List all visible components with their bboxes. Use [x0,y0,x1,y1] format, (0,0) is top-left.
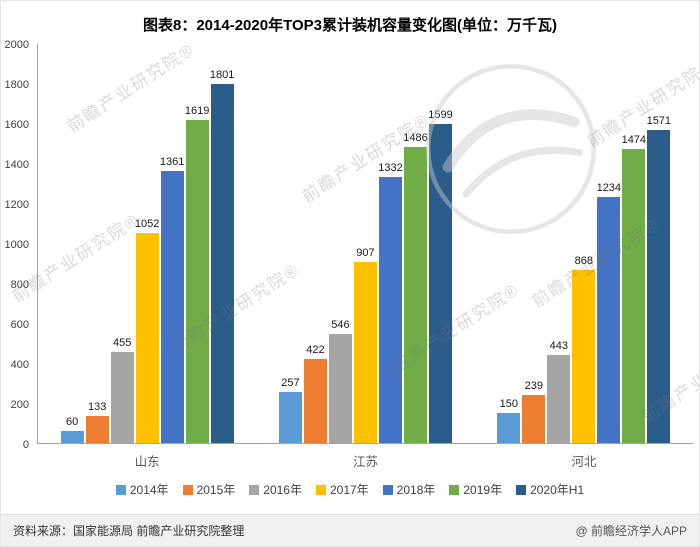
bar-value-label: 1571 [646,114,672,127]
bar-2014年-山东: 60 [60,416,84,443]
legend-item: 2019年 [449,481,502,498]
bar-value-label: 257 [281,376,300,389]
bar-cluster: 60 133 455 1052 1361 1619 1801 [38,44,256,443]
bar-2018年-山东: 1361 [160,156,184,443]
legend-label: 2019年 [463,483,503,497]
bar-2016年-河北: 443 [547,340,571,443]
legend-item: 2016年 [249,481,302,498]
bar-value-label: 60 [66,416,79,429]
bar-value-label: 1361 [159,156,185,169]
bar-2017年-山东: 1052 [135,218,159,443]
bar-value-label: 868 [574,254,593,267]
y-tick-label: 1200 [4,199,29,211]
legend-item: 2015年 [182,481,236,498]
bar-2015年-山东: 133 [85,401,109,443]
bar-2014年-江苏: 257 [278,377,302,443]
bar-2018年-河北: 1234 [597,182,621,443]
bar-value-label: 455 [112,337,132,350]
y-tick-label: 200 [10,399,29,411]
bar-2016年-山东: 455 [110,337,134,443]
legend-swatch [516,484,527,495]
bar-2020年H1-江苏: 1599 [428,109,453,443]
bar-chart: 0 200 400 600 800 1000 1200 1400 1600 1800 2000 60… [1,39,699,473]
legend-label: 2014年 [129,483,169,497]
bar-2020年H1-山东: 1801 [210,69,234,443]
bar-cluster: 150 239 443 868 1234 1474 1571 [475,44,693,443]
bar-2015年-河北: 239 [522,380,546,443]
brand-credit: @ 前瞻经济学人APP [575,524,687,538]
bar-2016年-江苏: 546 [328,319,352,443]
bar-value-label: 1486 [403,131,428,144]
bar-value-label: 150 [499,398,518,411]
legend-label: 2015年 [196,483,236,497]
y-tick-label: 800 [10,279,29,291]
category-label: 山东 [134,455,160,469]
bar-value-label: 546 [331,319,350,332]
bar-value-label: 1234 [596,181,622,194]
legend-item: 2018年 [382,481,436,498]
bar-2019年-江苏: 1486 [403,132,428,443]
y-tick-label: 1600 [4,119,29,131]
legend-label: 2017年 [329,483,369,497]
category-label: 河北 [571,455,597,469]
legend-label: 2018年 [396,483,436,497]
legend-item: 2014年 [115,481,169,498]
legend: 2014年 2015年 2016年 2017年 2018年 2019年 2020年H1 [1,481,699,498]
bar-value-label: 1332 [378,162,403,175]
plot-area: 60 133 455 1052 1361 1619 1801 山东 257 422 546 907 13… [37,44,693,469]
bar-value-label: 1474 [621,133,647,146]
bar-group: 60 133 455 1052 1361 1619 1801 山东 [38,44,256,469]
legend-swatch [182,484,193,495]
bar-2020年H1-河北: 1571 [647,115,671,443]
category-label: 江苏 [352,455,378,469]
bar-value-label: 907 [356,247,375,260]
bar-value-label: 443 [549,339,568,352]
bar-2015年-江苏: 422 [303,344,327,443]
bar-2017年-江苏: 907 [353,247,377,443]
bar-2017年-河北: 868 [572,255,596,443]
bar-value-label: 133 [87,401,107,414]
y-tick-label: 2000 [4,39,29,51]
bar-2019年-河北: 1474 [622,134,646,443]
chart-title: 图表8：2014-2020年TOP3累计装机容量变化图(单位：万千瓦) [143,17,557,34]
y-tick-label: 1800 [4,79,29,91]
bar-value-label: 1801 [209,68,235,81]
y-axis: 0 200 400 600 800 1000 1200 1400 1600 1800 2000 [1,39,33,451]
bar-2019年-山东: 1619 [185,105,209,443]
legend-item: 2020年H1 [516,481,584,498]
bar-value-label: 1619 [184,105,210,118]
y-tick-label: 600 [10,319,29,331]
legend-label: 2020年H1 [530,483,585,497]
footer: 资料来源：国家能源局 前瞻产业研究院整理 @ 前瞻经济学人APP [1,514,699,546]
legend-swatch [249,484,260,495]
y-tick-label: 0 [22,439,29,451]
bar-2014年-河北: 150 [497,398,521,443]
bar-group: 257 422 546 907 1332 1486 1599 江苏 [256,44,474,469]
bar-2018年-江苏: 1332 [378,162,403,443]
bar-group: 150 239 443 868 1234 1474 1571 河北 [475,44,693,469]
y-tick-label: 400 [10,359,29,371]
legend-label: 2016年 [263,483,302,497]
bar-value-label: 1599 [428,109,453,121]
legend-swatch [315,484,326,495]
legend-item: 2017年 [315,481,369,498]
y-tick-label: 1000 [4,239,29,251]
legend-swatch [449,484,460,495]
legend-swatch [115,484,126,495]
bar-value-label: 422 [306,343,325,356]
legend-swatch [382,484,393,495]
y-tick-label: 1400 [4,159,29,171]
bar-value-label: 239 [524,380,543,393]
bar-cluster: 257 422 546 907 1332 1486 1599 [256,44,474,443]
source-note: 资料来源：国家能源局 前瞻产业研究院整理 [13,524,245,538]
bar-value-label: 1052 [134,218,160,231]
